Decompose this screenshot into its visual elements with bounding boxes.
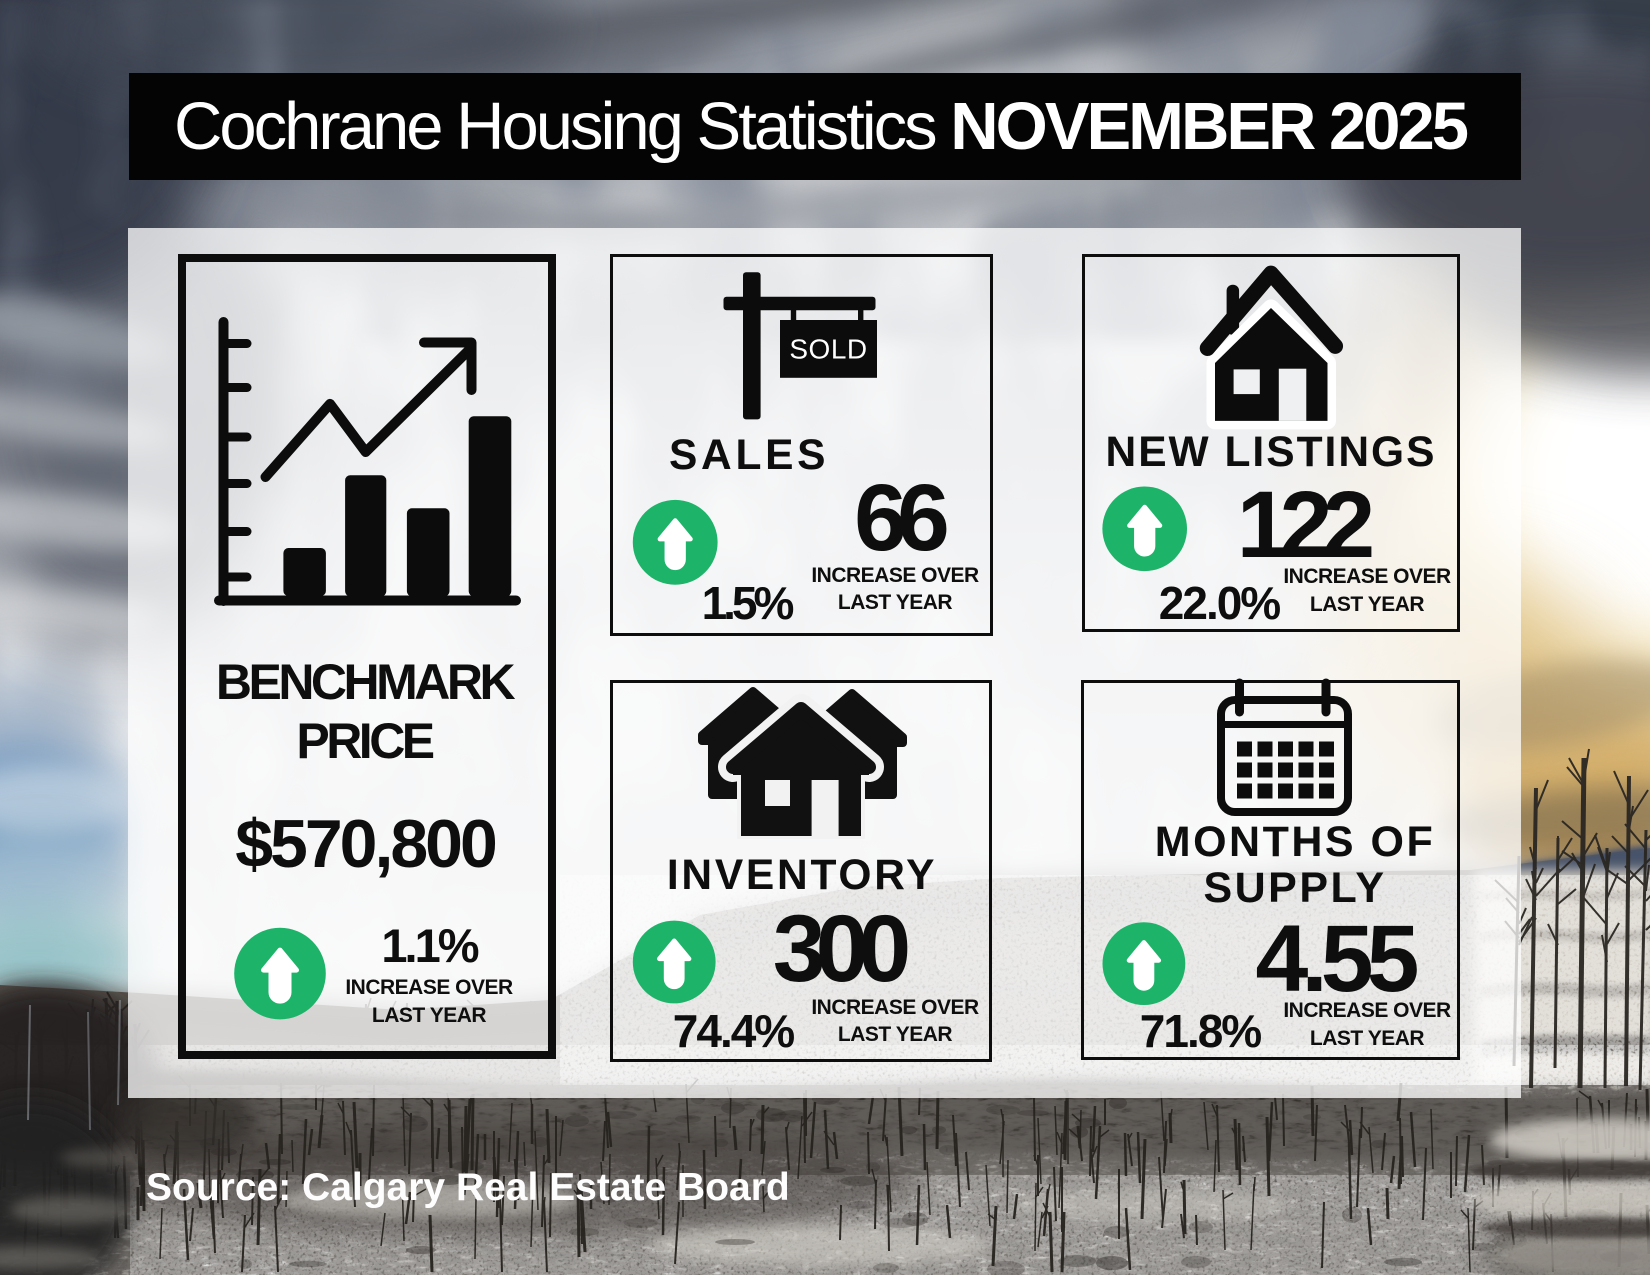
svg-text:SOLD: SOLD: [789, 334, 867, 365]
